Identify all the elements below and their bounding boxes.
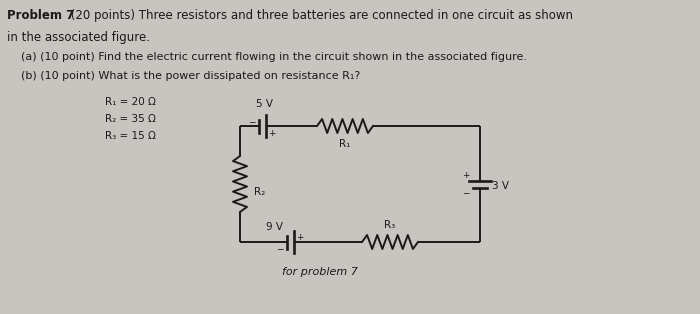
Text: R₁: R₁ (340, 139, 351, 149)
Text: −: − (248, 117, 256, 127)
Text: −: − (462, 188, 470, 198)
Text: for problem 7: for problem 7 (282, 267, 358, 277)
Text: R₃ = 15 Ω: R₃ = 15 Ω (105, 131, 156, 141)
Text: R₂: R₂ (254, 187, 265, 197)
Text: +: + (462, 171, 470, 180)
Text: (b) (10 point) What is the power dissipated on resistance R₁?: (b) (10 point) What is the power dissipa… (7, 71, 360, 81)
Text: +: + (268, 128, 276, 138)
Text: 5 V: 5 V (256, 99, 272, 109)
Text: Problem 7: Problem 7 (7, 9, 74, 22)
Text: (20 points) Three resistors and three batteries are connected in one circuit as : (20 points) Three resistors and three ba… (67, 9, 573, 22)
Text: −: − (276, 245, 284, 253)
Text: R₂ = 35 Ω: R₂ = 35 Ω (105, 114, 156, 124)
Text: +: + (296, 232, 304, 241)
Text: R₁ = 20 Ω: R₁ = 20 Ω (105, 97, 156, 107)
Text: (a) (10 point) Find the electric current flowing in the circuit shown in the ass: (a) (10 point) Find the electric current… (7, 52, 527, 62)
Text: 3 V: 3 V (492, 181, 509, 191)
Text: R₃: R₃ (384, 220, 395, 230)
Text: 9 V: 9 V (267, 222, 284, 232)
Text: in the associated figure.: in the associated figure. (7, 31, 150, 44)
